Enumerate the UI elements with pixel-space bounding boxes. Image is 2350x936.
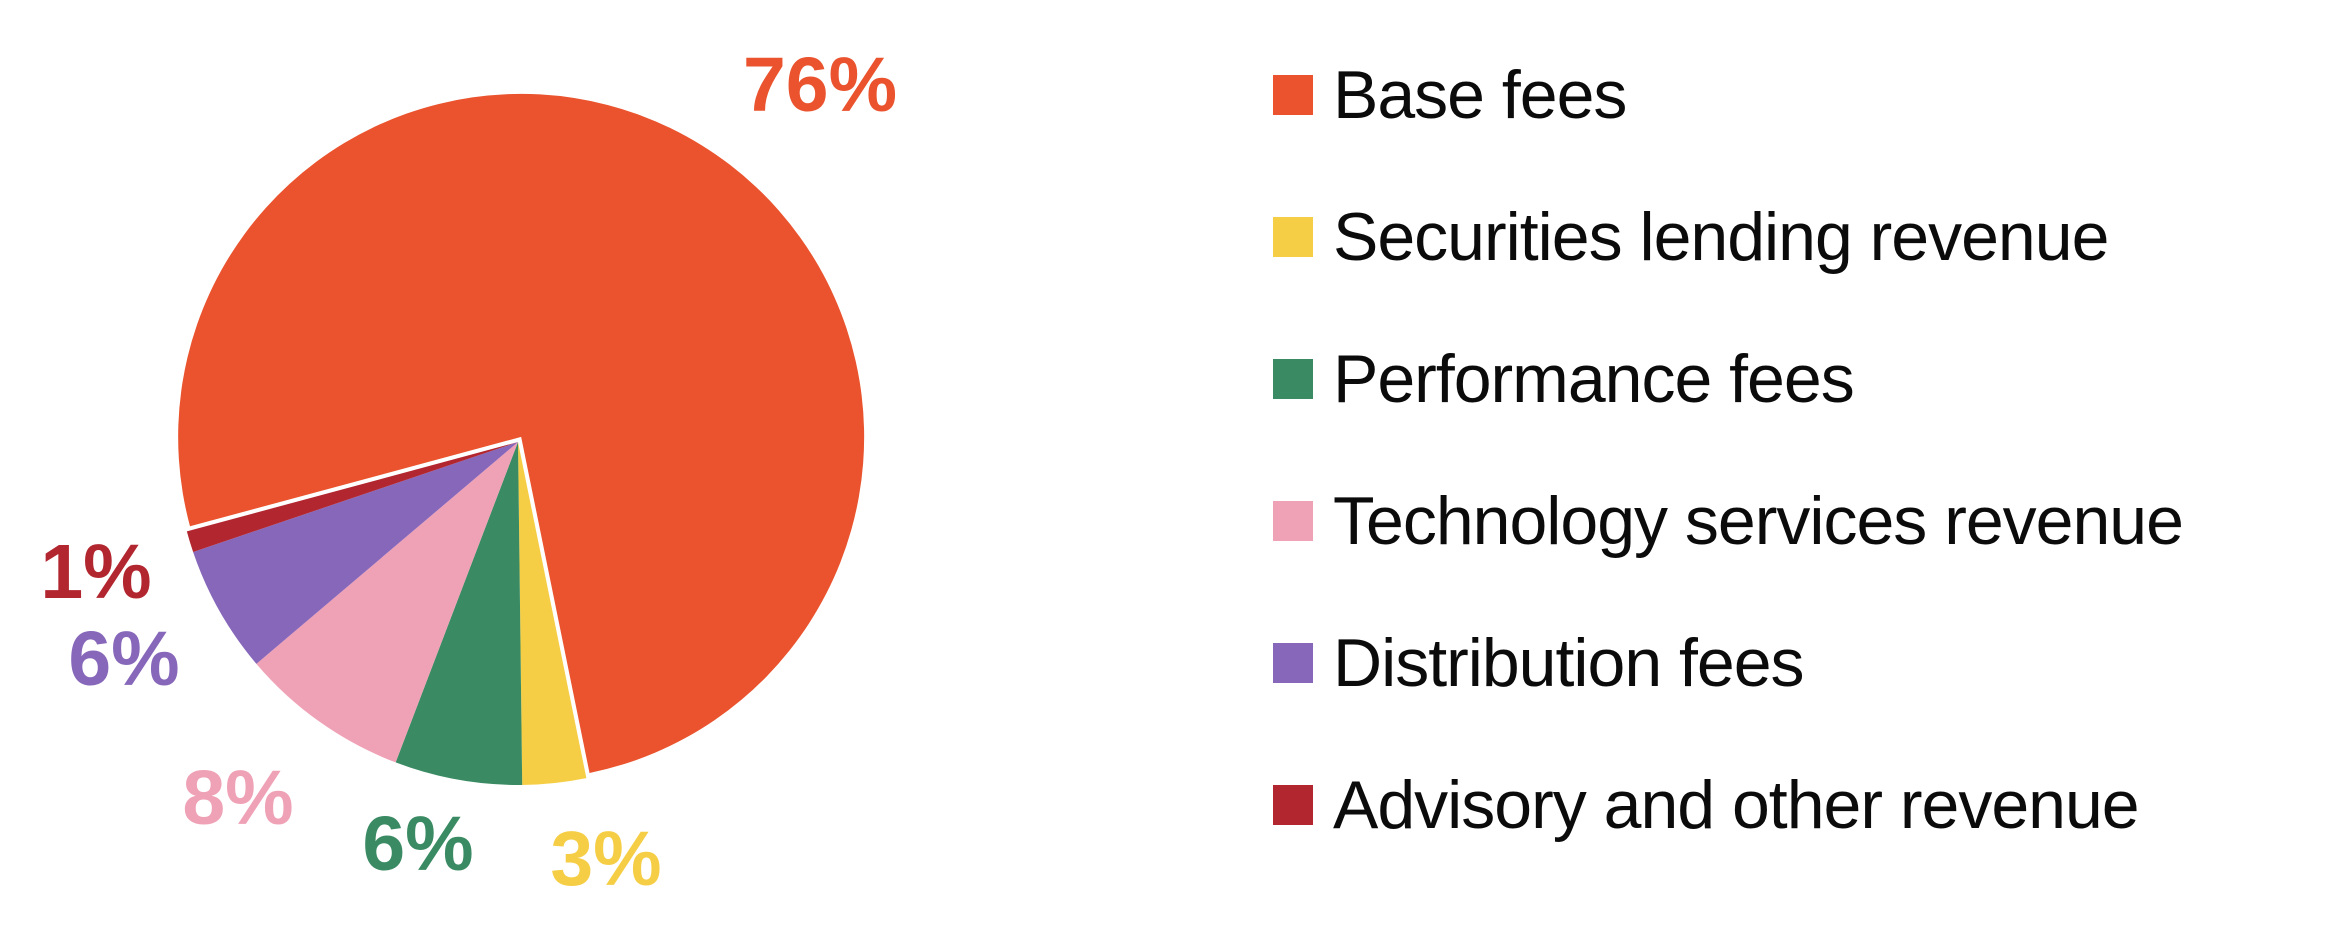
legend-item-label: Advisory and other revenue [1333, 767, 2140, 843]
legend-item-base-fees: Base fees [1273, 55, 2183, 135]
legend-swatch-securities-lending-revenue [1273, 217, 1313, 257]
pie-slice-performance-fees [395, 442, 523, 785]
legend-swatch-distribution-fees [1273, 643, 1313, 683]
pie-percent-label-securities-lending-revenue: 3% [550, 816, 661, 902]
legend: Base fees Securities lending revenue Perfo… [1273, 55, 2184, 845]
legend-item-advisory-and-other-revenue: Advisory and other revenue [1273, 765, 2183, 845]
pie-percent-label-performance-fees: 6% [362, 801, 473, 887]
legend-item-label: Securities lending revenue [1333, 199, 2109, 275]
legend-item-label: Performance fees [1333, 341, 1855, 417]
legend-swatch-advisory-and-other-revenue [1273, 785, 1313, 825]
legend-item-performance-fees: Performance fees [1273, 339, 2183, 419]
legend-swatch-technology-services-revenue [1273, 501, 1313, 541]
pie-slice-technology-services-revenue [256, 442, 518, 763]
pie-percent-label-technology-services-revenue: 8% [182, 755, 293, 841]
pie-slice-advisory-and-other-revenue [186, 442, 518, 552]
legend-swatch-performance-fees [1273, 359, 1313, 399]
legend-item-technology-services-revenue: Technology services revenue [1273, 481, 2184, 561]
legend-item-label: Base fees [1333, 57, 1627, 133]
pie-percent-label-advisory-and-other-revenue: 1% [40, 529, 151, 615]
legend-item-securities-lending-revenue: Securities lending revenue [1273, 197, 2183, 277]
legend-swatch-base-fees [1273, 75, 1313, 115]
legend-item-label: Distribution fees [1333, 625, 1805, 701]
legend-item-distribution-fees: Distribution fees [1273, 623, 2183, 703]
pie-slice-distribution-fees [193, 442, 519, 664]
pie-percent-label-base-fees: 76% [743, 42, 897, 128]
legend-item-label: Technology services revenue [1333, 483, 2184, 559]
pie-slice-base-fees [178, 93, 865, 774]
pie-percent-label-distribution-fees: 6% [68, 616, 179, 702]
pie-slice-securities-lending-revenue [518, 442, 587, 785]
